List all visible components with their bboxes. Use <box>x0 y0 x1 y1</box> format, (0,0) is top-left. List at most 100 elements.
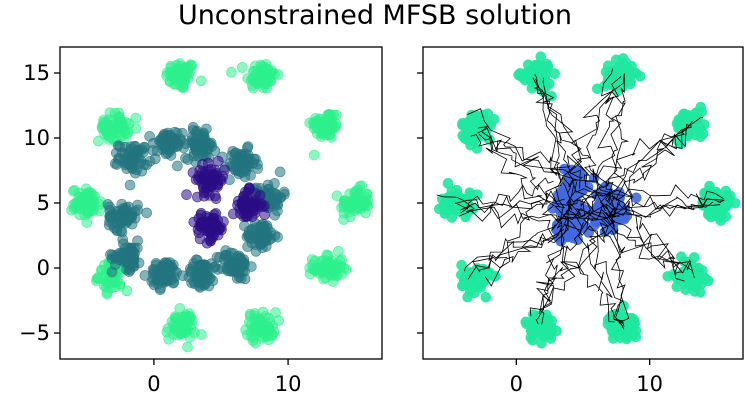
right-panel-trajectories: 0 10 <box>417 46 744 396</box>
scatter-point <box>538 313 550 324</box>
cluster-1-7 <box>177 254 219 293</box>
cluster-1-0 <box>109 140 161 191</box>
trajectory-line <box>464 218 598 272</box>
scatter-point <box>468 135 480 147</box>
scatter-point <box>246 233 257 245</box>
trajectory-line <box>534 74 572 203</box>
trajectory-line <box>467 108 606 211</box>
scatter-point <box>630 192 642 204</box>
scatter-point <box>210 208 222 219</box>
scatter-point <box>535 51 547 62</box>
scatter-point <box>161 70 172 82</box>
trajectory-line <box>568 195 692 271</box>
scatter-point <box>126 210 138 222</box>
scatter-point <box>526 323 538 335</box>
scatter-point <box>209 164 221 176</box>
scatter-point <box>123 266 135 277</box>
scatter-point <box>622 312 633 324</box>
scatter-point <box>456 259 467 271</box>
scatter-point <box>196 329 207 340</box>
scatter-point <box>70 198 81 209</box>
scatter-point <box>214 252 225 263</box>
scatter-point <box>114 111 125 123</box>
cluster-1-4 <box>244 166 290 221</box>
scatter-point <box>469 114 480 126</box>
y-tick-label: −5 <box>19 321 50 345</box>
scatter-point <box>544 78 555 89</box>
scatter-point <box>165 60 177 72</box>
trajectory-line <box>484 227 562 287</box>
scatter-point <box>345 211 356 223</box>
scatter-point <box>715 211 727 223</box>
scatter-point <box>106 266 118 278</box>
trajectory-line <box>458 203 620 222</box>
cluster-0-9 <box>93 107 142 147</box>
cluster-0-1 <box>226 59 284 94</box>
scatter-point <box>557 188 568 200</box>
scatter-point <box>725 190 736 202</box>
scatter-point <box>126 157 138 168</box>
cluster-1-10 <box>102 198 152 238</box>
scatter-point <box>621 333 633 345</box>
trajectory-line <box>588 164 695 279</box>
cluster-0-8 <box>66 183 107 228</box>
scatter-point <box>675 251 687 263</box>
trajectory-line <box>618 193 725 210</box>
scatter-point <box>692 124 703 136</box>
scatter-point <box>178 77 190 88</box>
scatter-point <box>260 65 271 76</box>
scatter-point <box>607 333 619 344</box>
trajectory-line <box>454 190 565 210</box>
scatter-point <box>87 205 99 217</box>
trajectory-line <box>478 133 559 221</box>
trajectory-line <box>536 181 578 308</box>
cluster-0-2 <box>304 108 342 161</box>
scatter-point <box>323 108 335 120</box>
scatter-point <box>198 187 210 199</box>
scatter-point <box>322 250 334 262</box>
scatter-point <box>166 132 178 143</box>
scatter-point <box>333 246 344 257</box>
scatter-point <box>212 155 224 167</box>
plot-area <box>66 58 374 353</box>
scatter-point <box>308 149 320 161</box>
scatter-point <box>186 277 197 289</box>
trajectory-line <box>561 245 625 327</box>
scatter-point <box>174 303 186 314</box>
scatter-point <box>181 189 192 200</box>
cluster-0-1 <box>591 53 646 97</box>
scatter-point <box>311 115 323 127</box>
scatter-point <box>78 192 90 203</box>
scatter-point <box>613 62 625 74</box>
scatter-point <box>89 191 100 202</box>
scatter-point <box>204 273 215 285</box>
scatter-point <box>239 265 250 277</box>
trajectory-line <box>470 134 583 179</box>
x-tick-label: 10 <box>636 372 663 396</box>
scatter-point <box>488 114 500 125</box>
scatter-point <box>618 300 629 312</box>
scatter-point <box>352 195 364 207</box>
scatter-point <box>172 160 183 172</box>
scatter-point <box>304 262 316 274</box>
y-tick-label: 10 <box>23 126 50 150</box>
scatter-point <box>273 69 284 80</box>
y-tick-label: 5 <box>37 191 50 215</box>
scatter-point <box>212 264 223 275</box>
trajectory-line <box>583 89 616 224</box>
cluster-0-0 <box>513 51 560 102</box>
scatter-point <box>159 261 171 273</box>
scatter-point <box>691 270 702 282</box>
cluster-0-2 <box>671 101 710 150</box>
trajectory-line <box>454 199 615 220</box>
trajectory-line <box>607 198 722 218</box>
scatter-point <box>331 190 343 202</box>
scatter-point <box>255 239 267 250</box>
scatter-point <box>194 233 206 245</box>
scatter-point <box>114 141 126 152</box>
trajectory-line <box>605 74 626 203</box>
scatter-point <box>350 185 362 197</box>
scatter-point <box>244 310 256 322</box>
chart-title: Unconstrained MFSB solution <box>178 0 572 31</box>
cluster-0-4 <box>304 246 352 287</box>
